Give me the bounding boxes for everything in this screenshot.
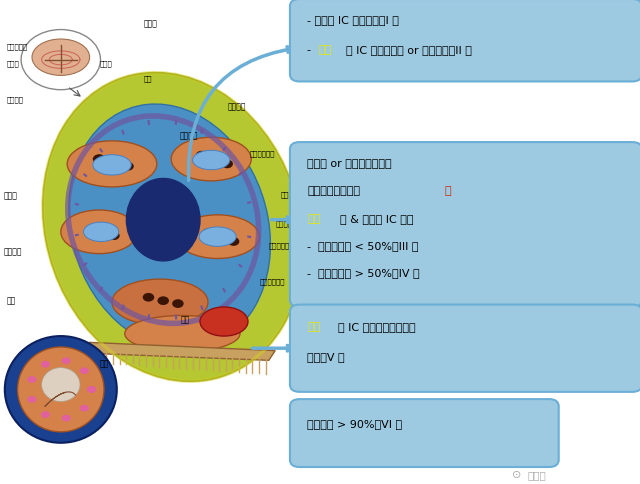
Circle shape [196,151,207,160]
Circle shape [143,293,154,302]
Text: 胞增多，炎症反应: 胞增多，炎症反应 [307,186,360,196]
Ellipse shape [200,307,248,336]
Text: 系膜细胞: 系膜细胞 [179,131,198,140]
Text: 基膜: 基膜 [99,359,108,367]
Text: 足突: 足突 [6,296,15,304]
Text: 区 IC 沉积，细胞 or 基质增生：II 型: 区 IC 沉积，细胞 or 基质增生：II 型 [346,45,472,55]
Circle shape [87,386,96,393]
Ellipse shape [176,215,259,259]
Circle shape [106,160,118,169]
Circle shape [61,415,70,422]
Ellipse shape [193,151,230,170]
Text: 下 IC 沉积，基底膜弥漫: 下 IC 沉积，基底膜弥漫 [338,321,415,331]
Circle shape [28,396,36,403]
Circle shape [228,238,239,246]
Text: 球囊腔: 球囊腔 [3,192,17,200]
Circle shape [87,386,96,393]
Circle shape [122,163,134,171]
Text: 脏层上皮细胞: 脏层上皮细胞 [259,278,285,285]
Text: 下 & 系膜区 IC 沉积: 下 & 系膜区 IC 沉积 [340,213,414,223]
Circle shape [157,297,169,305]
Text: 壁层上皮细胞: 壁层上皮细胞 [269,242,294,248]
Text: 重: 重 [445,186,451,196]
Circle shape [80,367,89,374]
Text: 系膜基质: 系膜基质 [227,102,246,111]
Ellipse shape [32,40,90,76]
Circle shape [80,405,89,412]
Ellipse shape [172,138,252,182]
Ellipse shape [84,223,119,242]
Ellipse shape [43,74,303,381]
Text: 协和八: 协和八 [528,469,547,479]
Text: -: - [307,45,315,55]
Text: 肾小球: 肾小球 [144,20,158,29]
Circle shape [221,160,233,169]
Circle shape [41,361,50,368]
Text: 壁层上皮细胞: 壁层上皮细胞 [250,150,275,156]
Ellipse shape [125,316,240,352]
Text: -  受累肾小球 > 50%：IV 型: - 受累肾小球 > 50%：IV 型 [307,268,420,277]
Text: 增厚：V 型: 增厚：V 型 [307,351,345,361]
Text: 系膜: 系膜 [144,75,152,81]
Text: 红细胞: 红细胞 [6,60,19,67]
Ellipse shape [67,141,157,188]
Circle shape [98,229,109,238]
Text: ⊙: ⊙ [512,469,522,479]
Circle shape [172,300,184,308]
Circle shape [85,226,97,234]
Ellipse shape [199,227,236,247]
Text: - 系膜区 IC 少量沉积：I 型: - 系膜区 IC 少量沉积：I 型 [307,15,399,25]
Circle shape [61,358,70,364]
Text: 血管内 or 血管外增生，细: 血管内 or 血管外增生，细 [307,159,392,169]
Text: 系膜: 系膜 [319,45,332,55]
Text: 近曲小管: 近曲小管 [6,97,24,103]
Text: 足突: 足突 [180,315,189,324]
Polygon shape [83,343,275,361]
Ellipse shape [93,155,131,176]
Circle shape [108,232,120,241]
Ellipse shape [17,348,104,432]
Ellipse shape [68,105,271,350]
Text: 内皮: 内皮 [307,213,321,223]
FancyBboxPatch shape [290,399,559,467]
Circle shape [41,411,50,418]
Text: 内皮细胞窗孔: 内皮细胞窗孔 [280,191,306,197]
FancyBboxPatch shape [290,143,640,307]
Circle shape [28,376,36,383]
Text: 内皮细胞: 内皮细胞 [3,247,22,256]
FancyBboxPatch shape [290,305,640,392]
Ellipse shape [112,280,208,326]
Text: -  受累肾小球 < 50%：III 型: - 受累肾小球 < 50%：III 型 [307,241,419,250]
Text: 毛细血管袢: 毛细血管袢 [6,44,28,50]
FancyBboxPatch shape [290,0,640,82]
Text: 毛细血管腔: 毛细血管腔 [275,220,296,227]
Circle shape [209,156,220,165]
Text: 硬化小球 > 90%：VI 型: 硬化小球 > 90%：VI 型 [307,418,403,428]
Ellipse shape [42,368,80,402]
Circle shape [202,229,214,238]
Circle shape [93,155,106,165]
Ellipse shape [61,211,138,254]
Text: 球囊腔: 球囊腔 [99,60,112,67]
Ellipse shape [4,336,116,443]
Circle shape [217,234,228,242]
Text: 上皮: 上皮 [307,321,321,331]
Ellipse shape [126,179,200,261]
